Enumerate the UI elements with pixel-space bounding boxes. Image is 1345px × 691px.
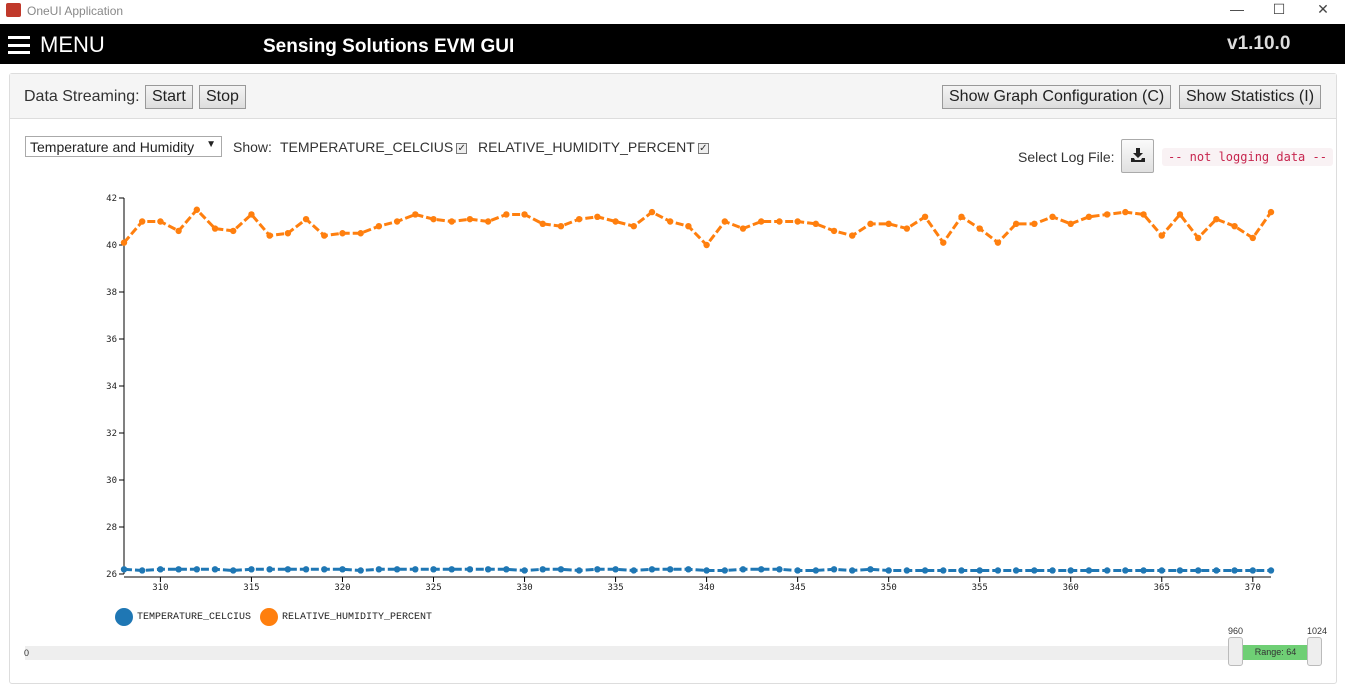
download-icon	[1130, 148, 1145, 162]
select-log-file-button[interactable]	[1121, 139, 1154, 173]
maximize-icon[interactable]: ☐	[1272, 1, 1286, 17]
checkbox-checked-icon[interactable]: ✓	[697, 143, 709, 154]
show-graph-config-button[interactable]: Show Graph Configuration (C)	[942, 85, 1172, 109]
toggle-humidity-label: RELATIVE_HUMIDITY_PERCENT	[478, 139, 695, 155]
toggle-humidity[interactable]: RELATIVE_HUMIDITY_PERCENT ✓	[478, 139, 709, 155]
slider-high-handle[interactable]	[1307, 637, 1322, 666]
slider-min-label: 0	[24, 648, 30, 658]
series-line-icon	[115, 608, 133, 626]
graph-select-value: Temperature and Humidity	[30, 139, 195, 155]
slider-high-label: 1024	[1307, 626, 1328, 636]
streaming-label: Data Streaming:	[24, 88, 140, 105]
checkbox-checked-icon[interactable]: ✓	[456, 143, 468, 154]
main-panel: Data Streaming: Start Stop Show Graph Co…	[9, 73, 1337, 684]
range-selection[interactable]: Range: 64	[1242, 645, 1309, 660]
legend-label: RELATIVE_HUMIDITY_PERCENT	[282, 611, 433, 623]
show-statistics-button[interactable]: Show Statistics (I)	[1179, 85, 1322, 109]
series-line-icon	[260, 608, 278, 626]
app-icon	[6, 3, 21, 17]
legend-item-temperature[interactable]: TEMPERATURE_CELCIUS	[115, 608, 251, 626]
streaming-toolbar: Data Streaming: Start Stop Show Graph Co…	[10, 74, 1336, 119]
legend-item-humidity[interactable]: RELATIVE_HUMIDITY_PERCENT	[260, 608, 432, 626]
dropdown-arrow-icon: ▼	[206, 139, 216, 150]
app-header: MENU Sensing Solutions EVM GUI v1.10.0	[0, 24, 1345, 64]
log-file-label: Select Log File:	[1018, 149, 1115, 165]
graph-select[interactable]: Temperature and Humidity ▼	[25, 136, 222, 157]
slider-low-handle[interactable]	[1228, 637, 1243, 666]
show-label: Show:	[233, 139, 272, 155]
toggle-temperature[interactable]: TEMPERATURE_CELCIUS ✓	[280, 139, 468, 155]
start-button[interactable]: Start	[145, 85, 193, 109]
window-title: OneUI Application	[27, 4, 124, 18]
menu-label: MENU	[40, 32, 105, 57]
close-icon[interactable]: ✕	[1317, 1, 1329, 17]
legend-label: TEMPERATURE_CELCIUS	[137, 611, 252, 623]
slider-low-label: 960	[1228, 626, 1244, 636]
logging-status: -- not logging data --	[1162, 148, 1333, 166]
stop-button[interactable]: Stop	[199, 85, 246, 109]
toggle-temperature-label: TEMPERATURE_CELCIUS	[280, 139, 454, 155]
app-title: Sensing Solutions EVM GUI	[263, 36, 515, 57]
menu-button[interactable]: MENU	[8, 32, 105, 58]
minimize-icon[interactable]: —	[1230, 1, 1244, 17]
hamburger-icon	[8, 36, 30, 54]
version-label: v1.10.0	[1227, 33, 1291, 54]
range-slider-track[interactable]	[25, 646, 1321, 660]
title-bar: OneUI Application — ☐ ✕	[0, 0, 1345, 24]
